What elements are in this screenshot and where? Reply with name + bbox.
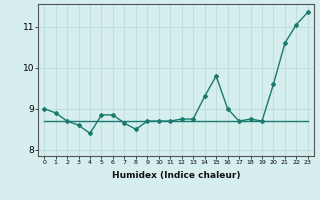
X-axis label: Humidex (Indice chaleur): Humidex (Indice chaleur) [112,171,240,180]
